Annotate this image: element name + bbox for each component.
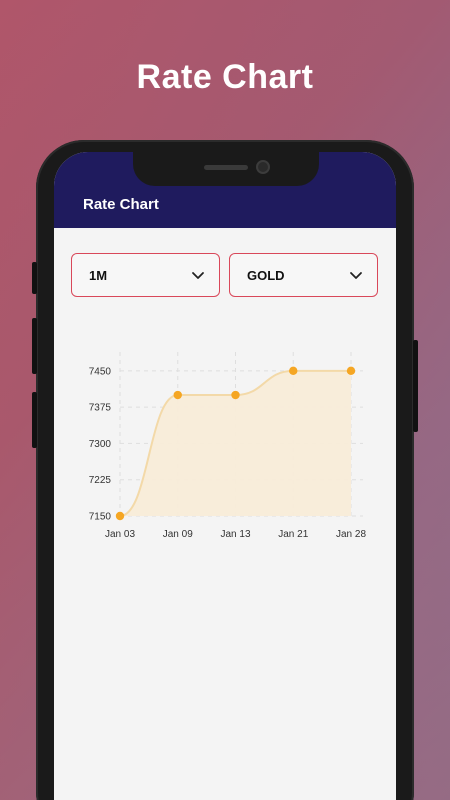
x-tick-label: Jan 13 bbox=[220, 529, 250, 540]
chevron-down-icon bbox=[192, 272, 204, 279]
period-dropdown[interactable]: 1M bbox=[71, 253, 220, 297]
x-tick-label: Jan 28 bbox=[336, 529, 366, 540]
x-tick-label: Jan 21 bbox=[278, 529, 308, 540]
silent-switch bbox=[32, 262, 37, 294]
data-point bbox=[289, 366, 298, 376]
volume-down-button bbox=[32, 392, 37, 448]
series-area bbox=[120, 370, 351, 516]
chevron-down-icon bbox=[350, 272, 362, 279]
power-button bbox=[413, 340, 418, 432]
period-value: 1M bbox=[89, 268, 108, 283]
data-point bbox=[231, 390, 240, 400]
rate-chart: 7150 7225 7300 7375 7450 Jan 03 Jan 09 Jan 13 Ja… bbox=[54, 342, 396, 592]
data-point bbox=[346, 366, 356, 376]
data-point bbox=[173, 390, 182, 400]
x-tick-label: Jan 09 bbox=[163, 529, 193, 540]
y-tick-label: 7150 bbox=[89, 512, 112, 523]
y-tick-label: 7225 bbox=[89, 475, 112, 486]
series-line bbox=[119, 369, 351, 517]
data-point bbox=[115, 511, 125, 521]
metal-dropdown[interactable]: GOLD bbox=[229, 253, 378, 297]
volume-up-button bbox=[32, 318, 37, 374]
app-bar-title: Rate Chart bbox=[83, 196, 159, 213]
speaker-grille bbox=[204, 165, 248, 170]
y-tick-label: 7300 bbox=[89, 439, 112, 450]
y-tick-label: 7450 bbox=[89, 366, 112, 377]
metal-value: GOLD bbox=[247, 268, 285, 283]
promo-title: Rate Chart bbox=[136, 58, 314, 96]
app-screen: Rate Chart 1M GOLD 7150 7225 7300 7375 7450 J… bbox=[54, 152, 396, 800]
rate-chart-svg: 7150 7225 7300 7375 7450 Jan 03 Jan 09 Jan 13 Ja… bbox=[89, 352, 366, 540]
x-tick-label: Jan 03 bbox=[105, 529, 135, 540]
y-tick-label: 7375 bbox=[89, 403, 112, 414]
front-camera bbox=[256, 160, 270, 174]
